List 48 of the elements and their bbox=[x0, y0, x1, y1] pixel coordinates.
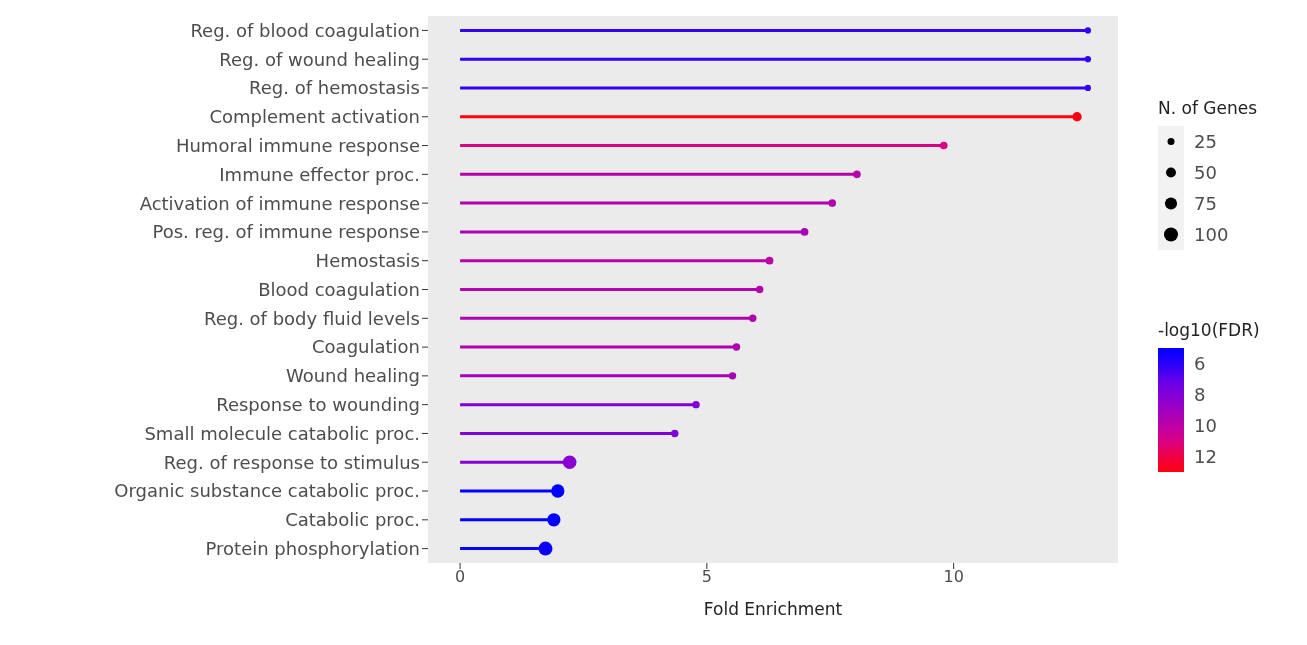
x-axis-title: Fold Enrichment bbox=[703, 599, 843, 619]
legend-label: 100 bbox=[1194, 224, 1229, 245]
y-tick-label: Response to wounding bbox=[216, 394, 420, 416]
legend-title: N. of Genes bbox=[1158, 98, 1259, 118]
y-tick-label: Humoral immune response bbox=[175, 134, 420, 156]
y-tick-label: Activation of immune response bbox=[139, 192, 420, 214]
y-tick-label: Wound healing bbox=[285, 365, 420, 387]
point bbox=[671, 429, 679, 438]
y-tick-label: Small molecule catabolic proc. bbox=[144, 422, 420, 444]
point bbox=[939, 141, 948, 150]
color-bar-label: 8 bbox=[1194, 384, 1206, 405]
point bbox=[1084, 27, 1092, 34]
y-tick-label: Coagulation bbox=[312, 336, 420, 358]
point bbox=[1072, 112, 1082, 122]
point bbox=[828, 199, 837, 207]
y-tick-label: Reg. of wound healing bbox=[219, 48, 420, 70]
color-bar-label: 12 bbox=[1194, 446, 1217, 467]
color-bar-label: 6 bbox=[1194, 353, 1206, 374]
x-tick-label: 5 bbox=[701, 567, 712, 587]
point bbox=[755, 285, 764, 294]
y-tick-label: Reg. of hemostasis bbox=[249, 77, 420, 99]
x-tick-label: 0 bbox=[454, 567, 466, 587]
y-tick-label: Catabolic proc. bbox=[285, 509, 420, 531]
y-tick-label: Immune effector proc. bbox=[219, 163, 420, 185]
color-bar-title: -log10(FDR) bbox=[1158, 320, 1260, 340]
y-tick-label: Pos. reg. of immune response bbox=[152, 221, 420, 243]
legend-label: 50 bbox=[1194, 162, 1217, 183]
point bbox=[749, 314, 757, 322]
point bbox=[692, 400, 700, 409]
point bbox=[800, 228, 809, 236]
y-tick-label: Hemostasis bbox=[315, 250, 420, 272]
legend-label: 25 bbox=[1194, 131, 1217, 152]
y-tick-label: Organic substance catabolic proc. bbox=[114, 480, 420, 502]
y-tick-label: Reg. of blood coagulation bbox=[190, 19, 420, 41]
color-bar-label: 10 bbox=[1194, 415, 1217, 436]
legend-label: 75 bbox=[1194, 193, 1217, 214]
y-tick-label: Reg. of response to stimulus bbox=[163, 451, 420, 473]
y-tick-label: Complement activation bbox=[209, 106, 420, 128]
point bbox=[732, 343, 741, 351]
y-tick-label: Protein phosphorylation bbox=[205, 538, 420, 559]
point bbox=[728, 372, 737, 380]
point bbox=[1084, 56, 1092, 63]
point bbox=[1084, 84, 1092, 92]
point bbox=[853, 170, 861, 179]
x-tick-label: 10 bbox=[943, 567, 964, 587]
point bbox=[765, 256, 774, 265]
y-tick-label: Reg. of body fluid levels bbox=[203, 307, 420, 329]
y-tick-label: Blood coagulation bbox=[258, 278, 420, 300]
